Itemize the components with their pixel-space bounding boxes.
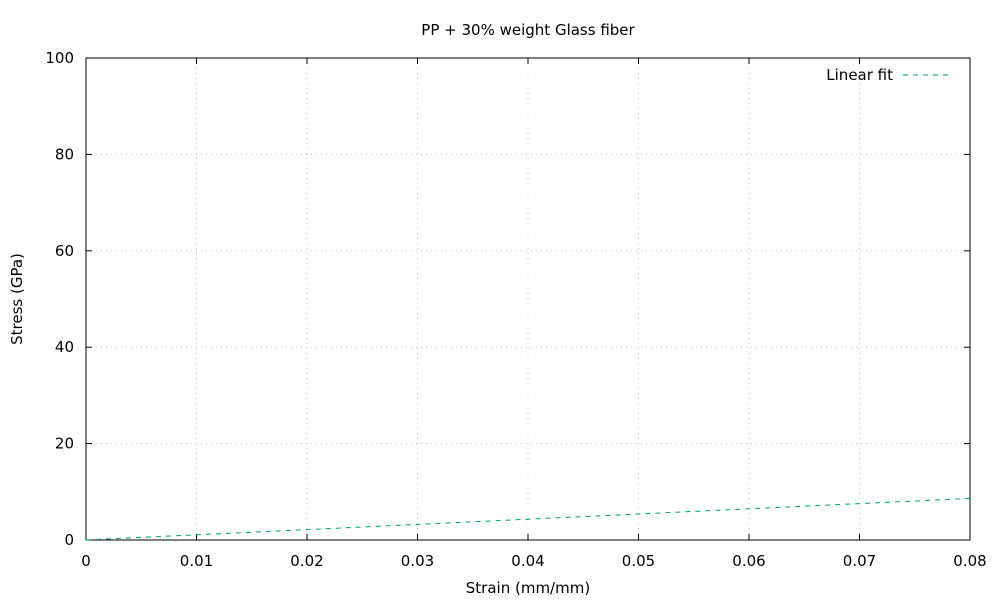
y-tick-label: 0 — [64, 531, 74, 549]
grid — [86, 58, 970, 540]
y-tick-label: 100 — [45, 49, 74, 67]
chart-title: PP + 30% weight Glass fiber — [421, 21, 635, 39]
x-tick-label: 0.01 — [180, 552, 213, 570]
x-tick-label: 0.04 — [511, 552, 544, 570]
y-tick-label: 40 — [55, 338, 74, 356]
x-tick-label: 0.07 — [843, 552, 876, 570]
axis-ticks: 0 0.01 0.02 0.03 0.04 0.05 0.06 0.07 0.08 0 20 40 60… — [45, 49, 986, 570]
x-axis-label: Strain (mm/mm) — [466, 579, 590, 597]
x-tick-label: 0.06 — [732, 552, 765, 570]
x-tick-label: 0.03 — [401, 552, 434, 570]
y-tick-label: 60 — [55, 242, 74, 260]
series-line-linear-fit — [85, 497, 971, 541]
legend-label-linear-fit: Linear fit — [826, 66, 893, 84]
series-layer — [85, 497, 971, 541]
x-tick-label: 0.02 — [290, 552, 323, 570]
y-axis-label: Stress (GPa) — [8, 253, 26, 345]
legend: Linear fit — [826, 66, 948, 84]
x-tick-label: 0.05 — [622, 552, 655, 570]
x-tick-label: 0.08 — [953, 552, 986, 570]
x-tick-label: 0 — [81, 552, 91, 570]
y-tick-label: 80 — [55, 145, 74, 163]
y-tick-label: 20 — [55, 435, 74, 453]
